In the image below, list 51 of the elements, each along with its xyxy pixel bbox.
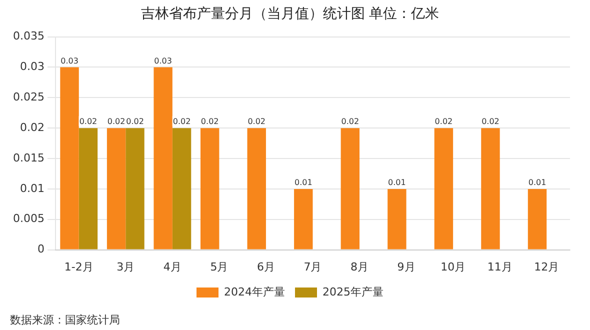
bar xyxy=(126,128,144,250)
data-label: 0.02 xyxy=(248,117,266,126)
y-tick-label: 0.015 xyxy=(12,151,44,164)
x-tick-label: 7月 xyxy=(304,260,322,274)
x-tick-label: 5月 xyxy=(210,260,228,274)
bar xyxy=(434,128,454,250)
bar xyxy=(106,128,126,250)
bar xyxy=(481,128,500,250)
y-tick-label: 0.005 xyxy=(12,212,44,226)
x-tick-label: 3月 xyxy=(116,260,135,274)
y-tick-label: 0.035 xyxy=(12,30,44,43)
bar xyxy=(528,188,547,250)
data-label: 0.02 xyxy=(341,117,360,126)
data-label: 0.03 xyxy=(154,56,172,66)
data-label: 0.02 xyxy=(200,117,219,126)
chart-title: 吉林省布产量分月（当月值）统计图 单位：亿米 xyxy=(140,6,440,22)
data-label: 0.01 xyxy=(294,178,312,188)
bar xyxy=(60,67,79,250)
x-tick-label: 6月 xyxy=(256,260,275,274)
bar xyxy=(294,188,313,250)
data-label: 0.01 xyxy=(528,178,546,188)
x-tick-label: 12月 xyxy=(534,260,560,274)
data-label: 0.02 xyxy=(434,117,453,126)
data-label: 0.02 xyxy=(172,117,191,126)
y-tick-label: 0.025 xyxy=(12,90,44,104)
legend-label: 2024年产量 xyxy=(224,285,286,298)
data-label: 0.02 xyxy=(79,117,98,126)
x-tick-label: 11月 xyxy=(487,260,512,274)
bar xyxy=(388,188,406,250)
y-tick-label: 0.03 xyxy=(20,60,44,74)
data-label: 0.02 xyxy=(107,117,126,126)
source-note: 数据来源：国家统计局 xyxy=(10,313,120,326)
bar xyxy=(154,67,172,250)
legend-label: 2025年产量 xyxy=(322,285,384,298)
bar xyxy=(78,128,98,250)
bar xyxy=(340,128,360,250)
y-tick-label: 0.01 xyxy=(20,182,44,195)
bar xyxy=(200,128,220,250)
data-label: 0.01 xyxy=(388,178,406,188)
x-tick-label: 10月 xyxy=(440,260,466,274)
data-label: 0.03 xyxy=(60,56,78,66)
y-tick-label: 0.02 xyxy=(20,120,44,134)
x-tick-label: 8月 xyxy=(350,260,369,274)
x-tick-label: 1-2月 xyxy=(64,260,94,274)
x-tick-label: 4月 xyxy=(163,260,182,274)
bar xyxy=(172,128,192,250)
bar xyxy=(247,128,266,250)
x-tick-label: 9月 xyxy=(397,260,416,274)
y-tick-label: 0 xyxy=(37,242,44,256)
data-label: 0.02 xyxy=(126,117,144,126)
data-label: 0.02 xyxy=(482,117,500,126)
